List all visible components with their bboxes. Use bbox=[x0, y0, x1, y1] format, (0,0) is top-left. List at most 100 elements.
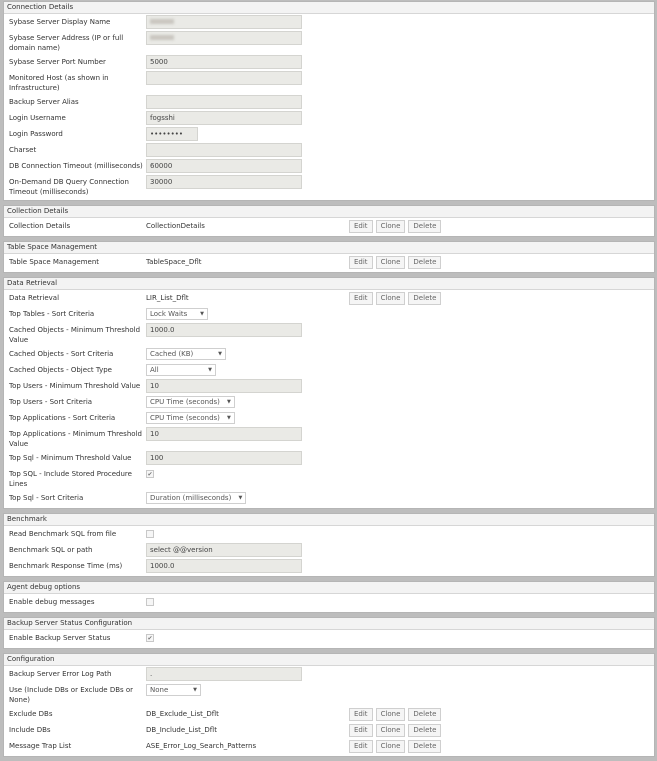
table-space-management-value: TableSpace_Dflt bbox=[146, 258, 202, 266]
clone-button[interactable]: Clone bbox=[375, 708, 406, 721]
field-value bbox=[146, 527, 154, 538]
field-label: DB Connection Timeout (milliseconds) bbox=[9, 162, 143, 170]
field-value: DB_Exclude_List_Dflt bbox=[146, 707, 219, 719]
clone-button[interactable]: Clone bbox=[375, 220, 406, 233]
on-demand-db-query-connection-timeout-milliseconds-input[interactable]: 30000 bbox=[146, 175, 302, 189]
field-label: Cached Objects - Object Type bbox=[9, 366, 112, 374]
select-value: CPU Time (seconds) bbox=[150, 414, 220, 422]
edit-button[interactable]: Edit bbox=[349, 220, 373, 233]
backup-server-alias-input[interactable] bbox=[146, 95, 302, 109]
field-label: Cached Objects - Sort Criteria bbox=[9, 350, 114, 358]
sybase-server-display-name-input[interactable] bbox=[146, 15, 302, 29]
field-label: Top Applications - Sort Criteria bbox=[9, 414, 116, 422]
sybase-server-port-number-input[interactable]: 5000 bbox=[146, 55, 302, 69]
delete-button[interactable]: Delete bbox=[408, 220, 442, 233]
login-username-input[interactable]: fogsshi bbox=[146, 111, 302, 125]
select-value: Cached (KB) bbox=[150, 350, 194, 358]
field-value: 30000 bbox=[146, 175, 302, 189]
message-trap-list-value: ASE_Error_Log_Search_Patterns bbox=[146, 742, 257, 750]
top-applications-sort-criteria-select[interactable]: CPU Time (seconds) ▼ bbox=[146, 412, 235, 424]
field-value: All ▼ bbox=[146, 363, 216, 376]
section-data-retrieval: Data Retrieval Data Retrieval Edit Clone Del… bbox=[3, 277, 655, 509]
top-sql-minimum-threshold-value-input[interactable]: 100 bbox=[146, 451, 302, 465]
section-configuration: Configuration Backup Server Error Log Pat… bbox=[3, 653, 655, 757]
benchmark-sql-or-path-input[interactable]: select @@version bbox=[146, 543, 302, 557]
delete-button[interactable]: Delete bbox=[408, 708, 442, 721]
list-actions: Edit Clone Delete bbox=[349, 256, 442, 269]
delete-button[interactable]: Delete bbox=[408, 724, 442, 737]
top-users-sort-criteria-select[interactable]: CPU Time (seconds) ▼ bbox=[146, 396, 235, 408]
chevron-down-icon: ▼ bbox=[200, 311, 204, 317]
field-value: . bbox=[146, 667, 302, 681]
enable-debug-messages-checkbox[interactable] bbox=[146, 598, 154, 606]
backup-server-error-log-path-input[interactable]: . bbox=[146, 667, 302, 681]
field-row-collection-details: Collection Details Edit Clone Delete Collect… bbox=[4, 218, 654, 234]
field-row-monitored-host-as-shown-in-infrastructure: Monitored Host (as shown in Infrastructu… bbox=[4, 70, 654, 94]
charset-input[interactable] bbox=[146, 143, 302, 157]
field-row-read-benchmark-sql-from-file: Read Benchmark SQL from file bbox=[4, 526, 654, 542]
clone-button[interactable]: Clone bbox=[375, 292, 406, 305]
field-value: 10 bbox=[146, 379, 302, 393]
top-sql-include-stored-procedure-lines-checkbox[interactable]: ✔ bbox=[146, 470, 154, 478]
edit-button[interactable]: Edit bbox=[349, 256, 373, 269]
top-tables-sort-criteria-select[interactable]: Lock Waits ▼ bbox=[146, 308, 208, 320]
cached-objects-sort-criteria-select[interactable]: Cached (KB) ▼ bbox=[146, 348, 226, 360]
top-users-minimum-threshold-value-input[interactable]: 10 bbox=[146, 379, 302, 393]
field-label: Top Users - Sort Criteria bbox=[9, 398, 93, 406]
edit-button[interactable]: Edit bbox=[349, 708, 373, 721]
edit-button[interactable]: Edit bbox=[349, 292, 373, 305]
field-label: Data Retrieval bbox=[9, 294, 60, 302]
field-row-sybase-server-display-name: Sybase Server Display Name bbox=[4, 14, 654, 30]
field-label: Benchmark SQL or path bbox=[9, 546, 93, 554]
field-label: Collection Details bbox=[9, 222, 71, 230]
cached-objects-object-type-select[interactable]: All ▼ bbox=[146, 364, 216, 376]
clone-button[interactable]: Clone bbox=[375, 740, 406, 753]
field-value: fogsshi bbox=[146, 111, 302, 125]
chevron-down-icon: ▼ bbox=[193, 687, 197, 693]
benchmark-response-time-ms-input[interactable]: 1000.0 bbox=[146, 559, 302, 573]
field-row-top-sql-minimum-threshold-value: Top Sql - Minimum Threshold Value 100 bbox=[4, 450, 654, 466]
field-label: Backup Server Error Log Path bbox=[9, 670, 112, 678]
field-label: Charset bbox=[9, 146, 37, 154]
field-row-exclude-dbs: Exclude DBs Edit Clone Delete DB_Exclude_Lis… bbox=[4, 706, 654, 722]
field-value: LIR_List_Dflt bbox=[146, 291, 189, 303]
field-value: select @@version bbox=[146, 543, 302, 557]
field-value bbox=[146, 71, 302, 85]
field-row-backup-server-error-log-path: Backup Server Error Log Path. bbox=[4, 666, 654, 682]
data-retrieval-value: LIR_List_Dflt bbox=[146, 294, 189, 302]
agent-properties-panel: Connection Details Sybase Server Display … bbox=[3, 1, 655, 761]
delete-button[interactable]: Delete bbox=[408, 292, 442, 305]
field-label: Top Sql - Minimum Threshold Value bbox=[9, 454, 132, 462]
field-value bbox=[146, 31, 302, 45]
clone-button[interactable]: Clone bbox=[375, 256, 406, 269]
delete-button[interactable]: Delete bbox=[408, 256, 442, 269]
field-row-on-demand-db-query-connection-timeout-milliseconds: On-Demand DB Query Connection Timeout (m… bbox=[4, 174, 654, 198]
field-value: ASE_Error_Log_Search_Patterns bbox=[146, 739, 256, 751]
field-row-top-sql-sort-criteria: Top Sql - Sort Criteria Duration (millise… bbox=[4, 490, 654, 506]
field-value: CPU Time (seconds) ▼ bbox=[146, 395, 235, 408]
field-value: 10 bbox=[146, 427, 302, 441]
field-row-message-trap-list: Message Trap List Edit Clone Delete ASE_Erro… bbox=[4, 738, 654, 754]
field-value: CollectionDetails bbox=[146, 219, 205, 231]
field-label: Backup Server Alias bbox=[9, 98, 79, 106]
select-value: All bbox=[150, 366, 159, 374]
top-sql-sort-criteria-select[interactable]: Duration (milliseconds) ▼ bbox=[146, 492, 247, 504]
cached-objects-minimum-threshold-value-input[interactable]: 1000.0 bbox=[146, 323, 302, 337]
field-row-db-connection-timeout-milliseconds: DB Connection Timeout (milliseconds) 6000… bbox=[4, 158, 654, 174]
top-applications-minimum-threshold-value-input[interactable]: 10 bbox=[146, 427, 302, 441]
use-include-dbs-or-exclude-dbs-or-none-select[interactable]: None ▼ bbox=[146, 684, 201, 696]
field-row-enable-debug-messages: Enable debug messages bbox=[4, 594, 654, 610]
clone-button[interactable]: Clone bbox=[375, 724, 406, 737]
db-connection-timeout-milliseconds-input[interactable]: 60000 bbox=[146, 159, 302, 173]
enable-backup-server-status-checkbox[interactable]: ✔ bbox=[146, 634, 154, 642]
read-benchmark-sql-from-file-checkbox[interactable] bbox=[146, 530, 154, 538]
sybase-server-address-ip-or-full-domain-name-input[interactable] bbox=[146, 31, 302, 45]
login-password-input[interactable]: •••••••• bbox=[146, 127, 198, 141]
field-label: Enable Backup Server Status bbox=[9, 634, 111, 642]
field-value bbox=[146, 95, 302, 109]
monitored-host-as-shown-in-infrastructure-input[interactable] bbox=[146, 71, 302, 85]
delete-button[interactable]: Delete bbox=[408, 740, 442, 753]
edit-button[interactable]: Edit bbox=[349, 740, 373, 753]
field-row-data-retrieval: Data Retrieval Edit Clone Delete LIR_List_Df… bbox=[4, 290, 654, 306]
edit-button[interactable]: Edit bbox=[349, 724, 373, 737]
